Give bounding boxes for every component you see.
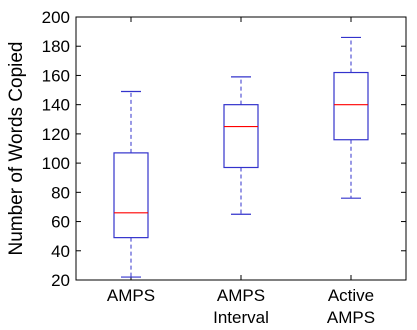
x-category-label-line: AMPS — [107, 286, 155, 305]
iqr-box — [223, 104, 259, 169]
y-tick-label: 180 — [42, 37, 70, 56]
y-tick-label: 200 — [42, 8, 70, 27]
iqr-box — [113, 152, 149, 239]
y-tick-label: 20 — [51, 271, 70, 290]
box-series — [113, 36, 369, 278]
box-group — [333, 36, 369, 199]
x-category-label: Active AMPS — [327, 286, 375, 327]
x-category-label: AMPS Interval — [213, 286, 269, 327]
x-axis: AMPS AMPS Interval Active AMPS — [107, 17, 375, 327]
y-tick-label: 60 — [51, 213, 70, 232]
plot-frame — [75, 16, 407, 281]
box-group — [223, 76, 259, 215]
x-category-label-line: AMPS — [217, 286, 265, 305]
x-category-label-line: AMPS — [327, 308, 375, 327]
y-tick-label: 120 — [42, 125, 70, 144]
y-axis-title: Number of Words Copied — [6, 41, 27, 255]
x-category-label: AMPS — [107, 286, 155, 305]
y-tick-label: 40 — [51, 242, 70, 261]
iqr-box — [333, 71, 369, 141]
x-category-label-line: Interval — [213, 308, 269, 327]
x-category-label-line: Active — [328, 286, 374, 305]
y-tick-label: 140 — [42, 96, 70, 115]
box-group — [113, 90, 149, 278]
y-tick-label: 100 — [42, 154, 70, 173]
y-axis: 20 40 60 80 100 120 140 160 180 200 — [42, 8, 406, 290]
y-tick-label: 160 — [42, 66, 70, 85]
y-tick-label: 80 — [51, 183, 70, 202]
